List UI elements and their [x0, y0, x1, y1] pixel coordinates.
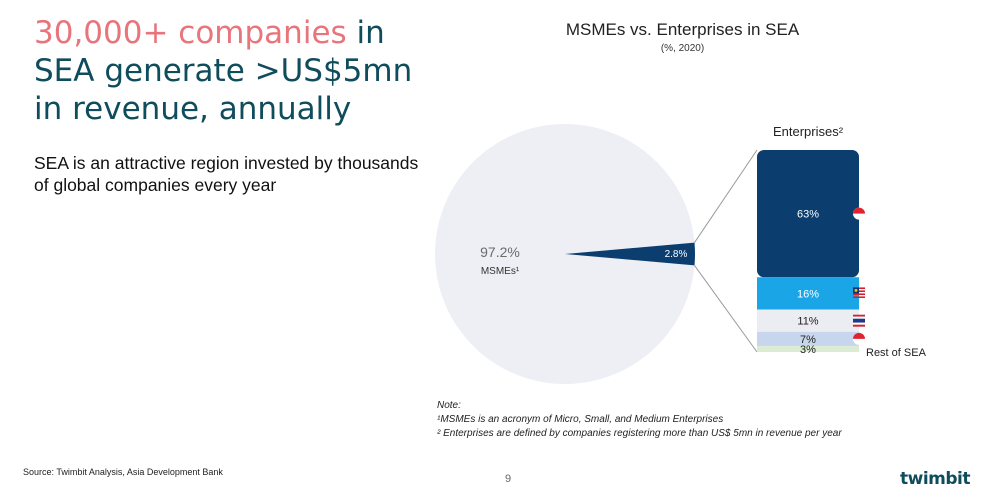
pie-label-msmes-name: MSMEs¹ — [481, 266, 520, 277]
bar-segment-7 — [757, 331, 859, 346]
chart-title: MSMEs vs. Enterprises in SEA — [565, 20, 800, 39]
page-number: 9 — [505, 473, 512, 485]
rest-of-sea-label: Rest of SEA — [866, 347, 927, 359]
indonesia-flag-icon — [853, 332, 865, 345]
thailand-flag-icon — [853, 314, 865, 327]
bar-segment-label-63: 63% — [797, 209, 819, 221]
source-text: Source: Twimbit Analysis, Asia Developme… — [23, 467, 223, 477]
bar-segment-11 — [757, 309, 859, 332]
twimbit-logo: twimbit — [900, 469, 971, 489]
pie-label-msmes-value: 97.2% — [480, 244, 520, 260]
connector-bottom — [694, 265, 758, 353]
headline-highlight: 30,000+ companies — [34, 15, 347, 51]
headline: 30,000+ companies in SEA generate >US$5mn… — [34, 14, 454, 128]
subtext: SEA is an attractive region invested by … — [34, 153, 419, 195]
note-2: ² Enterprises are defined by companies r… — [437, 428, 842, 439]
malaysia-flag-icon — [853, 287, 865, 299]
notes-heading: Note: — [437, 400, 461, 411]
bar-segment-label-3: 3% — [800, 344, 816, 356]
pie-slice-enterprises — [565, 242, 695, 266]
headline-line2: SEA generate >US$5mn — [34, 53, 413, 89]
note-1: ¹MSMEs is an acronym of Micro, Small, an… — [437, 414, 724, 425]
notes: Note: ¹MSMEs is an acronym of Micro, Sma… — [437, 399, 957, 441]
bar-segment-label-11: 11% — [797, 316, 818, 328]
pie-label-enterprises-value: 2.8% — [665, 249, 688, 260]
connector-top — [694, 149, 758, 243]
pie-slice-msmes — [434, 124, 695, 385]
bar-segment-3 — [757, 345, 859, 352]
headline-line3: in revenue, annually — [34, 91, 352, 127]
bar-title: Enterprises² — [773, 124, 844, 139]
bar-segment-label-16: 16% — [797, 288, 819, 300]
bar-segment-63 — [757, 150, 859, 278]
bar-segment-16 — [757, 277, 859, 310]
headline-line1: in — [346, 15, 385, 51]
singapore-flag-icon — [853, 207, 865, 220]
chart-subtitle: (%, 2020) — [660, 43, 705, 54]
bar-segment-label-7: 7% — [800, 334, 816, 346]
